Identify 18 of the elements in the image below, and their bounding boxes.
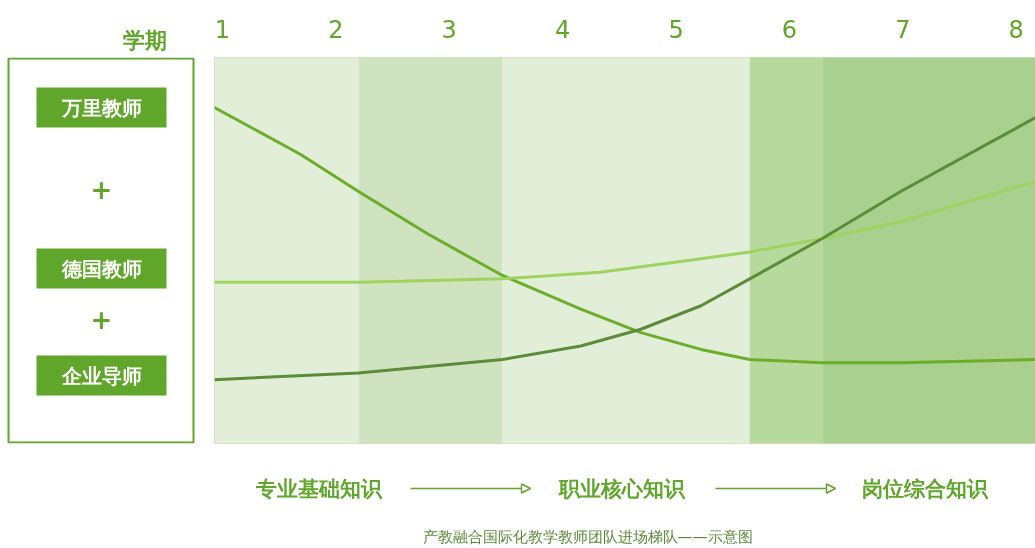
text: 岗位综合知识 bbox=[861, 476, 989, 501]
x-tick-label: 2 bbox=[328, 15, 344, 44]
x-tick-label: 1 bbox=[214, 15, 231, 44]
text: 专业基础知识 bbox=[254, 476, 383, 501]
text: 职业核心知识 bbox=[557, 476, 686, 501]
text: 企业导师 bbox=[60, 363, 142, 388]
x-tick-label: 4 bbox=[555, 15, 571, 44]
text: + bbox=[90, 174, 113, 205]
text: + bbox=[90, 304, 113, 335]
x-axis-title: 学期 bbox=[122, 27, 167, 53]
text: 万里教师 bbox=[60, 95, 142, 120]
x-tick-label: 6 bbox=[781, 15, 798, 44]
text: 产教融合国际化教学教师团队进场梯队——示意图 bbox=[422, 527, 753, 546]
x-tick-label: 3 bbox=[441, 15, 457, 44]
text: 德国教师 bbox=[60, 256, 142, 281]
x-tick-label: 7 bbox=[895, 15, 911, 44]
x-tick-label: 5 bbox=[668, 15, 684, 44]
x-tick-label: 8 bbox=[1008, 15, 1024, 44]
